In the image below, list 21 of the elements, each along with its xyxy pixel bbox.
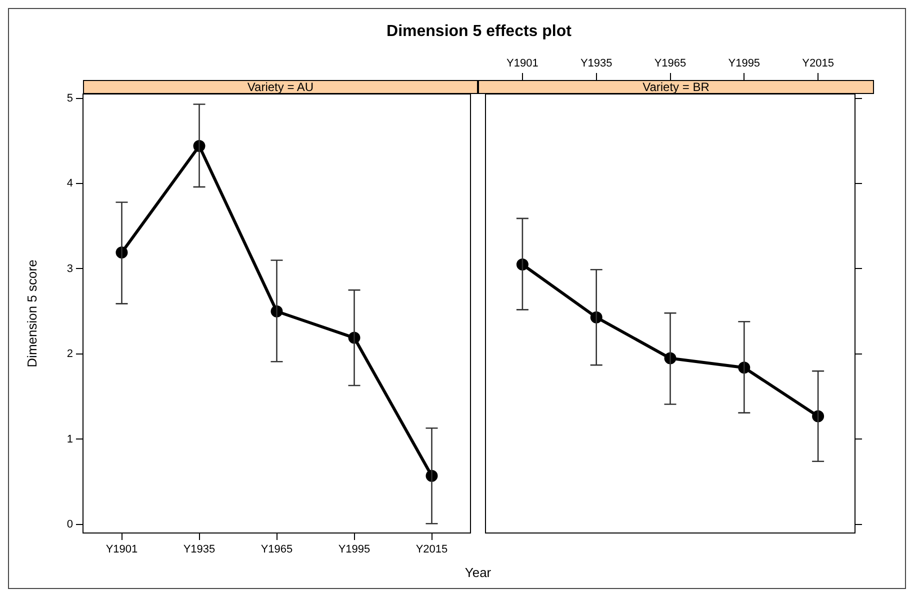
x-tick-label: Y1965	[654, 57, 686, 70]
y-tick-label: 4	[66, 178, 73, 190]
x-tick-label: Y1901	[106, 544, 138, 556]
x-tick-label: Y1965	[260, 544, 293, 556]
x-tick-label: Y1935	[183, 544, 216, 556]
x-axis-title: Year	[464, 565, 492, 580]
x-tick-label: Y1935	[580, 57, 612, 70]
x-tick-label: Y1995	[728, 57, 760, 70]
chart-title: Dimension 5 effects plot	[386, 23, 572, 41]
x-tick-label: Y1995	[338, 544, 370, 556]
y-tick-label: 5	[66, 92, 73, 104]
y-tick-label: 2	[66, 348, 73, 360]
x-tick-label: Y2015	[416, 544, 448, 556]
y-tick-label: 1	[66, 433, 73, 446]
chart-subtitle: Variety = AU	[83, 80, 478, 94]
y-axis-title: Dimension 5 score	[24, 260, 40, 368]
x-tick-label: Y1901	[506, 57, 538, 70]
x-tick-label: Y2015	[802, 57, 834, 70]
y-tick-label: 0	[66, 518, 73, 531]
chart-subtitle: Variety = BR	[478, 80, 874, 94]
y-tick-label: 3	[66, 262, 73, 275]
